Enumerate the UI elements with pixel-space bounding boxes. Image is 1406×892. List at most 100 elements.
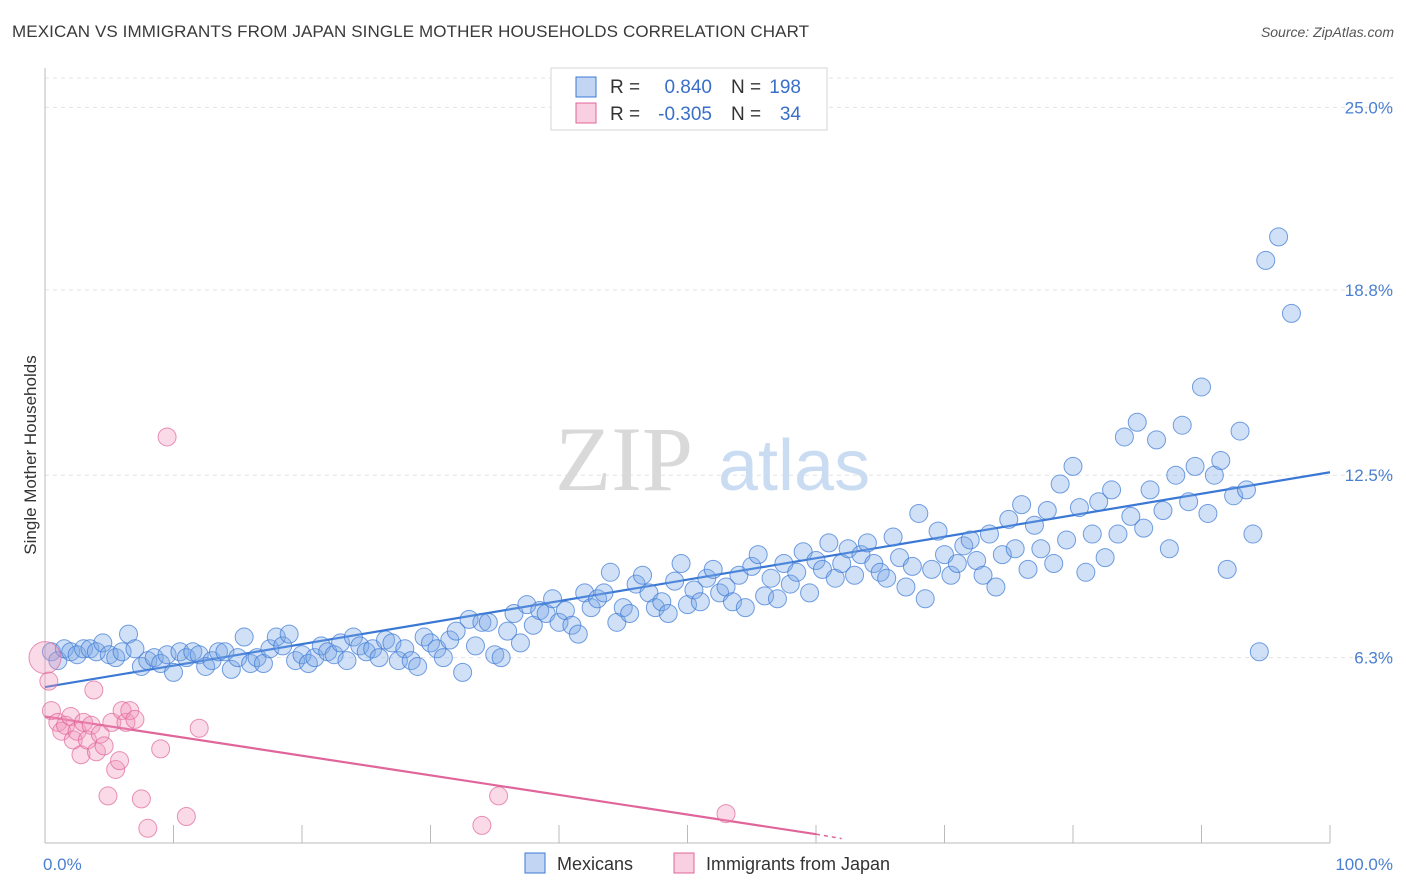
point-mexicans [491,648,511,668]
chart-title: MEXICAN VS IMMIGRANTS FROM JAPAN SINGLE … [12,22,810,41]
point-mexicans [928,521,948,541]
point-mexicans [1198,503,1218,523]
point-mexicans [1230,421,1250,441]
point-mexicans [1076,562,1096,582]
point-japan [84,680,104,700]
point-mexicans [189,645,209,665]
point-japan [90,724,110,744]
axes [44,68,1331,844]
point-mexicans [761,568,781,588]
point-mexicans [767,589,787,609]
point-mexicans [684,580,704,600]
point-mexicans [549,612,569,632]
point-japan [151,739,171,759]
y-tick-label: 12.5% [1345,466,1393,485]
point-mexicans [1095,548,1115,568]
point-mexicans [979,524,999,544]
point-mexicans [857,533,877,553]
point-mexicans [279,624,299,644]
point-mexicans [324,645,344,665]
point-mexicans [1159,539,1179,559]
point-mexicans [896,577,916,597]
point-mexicans [1256,250,1276,270]
point-mexicans [1217,559,1237,579]
point-mexicans [1153,501,1173,521]
point-mexicans [1249,642,1269,662]
point-mexicans [1166,465,1186,485]
point-mexicans [208,642,228,662]
point-japan [120,701,140,721]
legend-swatch-japan [575,102,597,124]
x-tick-label: 0.0% [43,855,82,874]
y-tick-label: 18.8% [1345,281,1393,300]
point-mexicans [1069,498,1089,518]
point-mexicans [305,648,325,668]
point-mexicans [433,648,453,668]
scatter-points [28,227,1301,838]
point-mexicans [986,577,1006,597]
point-mexicans [755,586,775,606]
point-mexicans [947,553,967,573]
point-mexicans [1057,530,1077,550]
point-mexicans [1192,377,1211,397]
point-japan [157,427,177,447]
watermark-atlas: atlas [718,426,870,506]
point-mexicans [620,604,640,623]
point-mexicans [1063,456,1083,476]
point-mexicans [800,583,820,603]
point-mexicans [658,604,678,623]
point-mexicans [941,565,961,585]
point-mexicans [459,609,479,629]
point-mexicans [1134,518,1154,538]
point-mexicans [1172,415,1192,435]
point-mexicans [1147,430,1167,450]
point-mexicans [1243,524,1263,544]
point-mexicans [273,636,293,656]
point-japan [176,807,196,827]
stats-legend: R = 0.840 N = 198 R = -0.305 N = 34 [550,67,828,131]
point-mexicans [819,533,839,553]
point-japan [138,818,158,838]
point-mexicans [1179,492,1199,512]
point-japan [39,671,59,691]
watermark-zip: ZIP [555,408,693,510]
point-mexicans [408,656,428,676]
point-mexicans [845,565,865,585]
point-mexicans [369,648,389,668]
point-japan [716,804,736,824]
point-mexicans [838,539,858,559]
point-mexicans [960,530,980,550]
point-mexicans [1140,480,1160,500]
point-japan [125,709,145,729]
point-mexicans [999,509,1019,529]
point-mexicans [877,568,897,588]
bottom-swatch-mexicans [524,852,546,874]
point-japan [489,786,509,806]
chart-source: Source: ZipAtlas.com [1260,24,1394,40]
point-mexicans [1185,456,1205,476]
legend-n-label-0: N = [731,77,761,98]
point-mexicans [157,645,177,665]
y-tick-label: 6.3% [1354,649,1393,668]
point-mexicans [1082,524,1102,544]
point-japan [131,789,151,809]
point-mexicans [228,648,248,668]
bottom-legend-mexicans: Mexicans [557,854,633,874]
point-mexicans [909,503,929,523]
point-mexicans [1024,515,1044,535]
point-mexicans [453,662,473,682]
legend-r-value-1: -0.305 [658,104,712,125]
point-mexicans [1211,451,1231,470]
point-mexicans [1127,412,1147,432]
point-mexicans [748,545,768,565]
point-mexicans [690,592,710,612]
point-mexicans [164,662,183,682]
point-mexicans [93,633,113,653]
trend-mexicans [44,471,1331,689]
point-mexicans [1236,480,1256,500]
point-japan [94,736,114,756]
point-mexicans [992,545,1012,565]
point-japan [472,815,492,835]
point-mexicans [780,574,800,594]
point-mexicans [498,621,518,641]
